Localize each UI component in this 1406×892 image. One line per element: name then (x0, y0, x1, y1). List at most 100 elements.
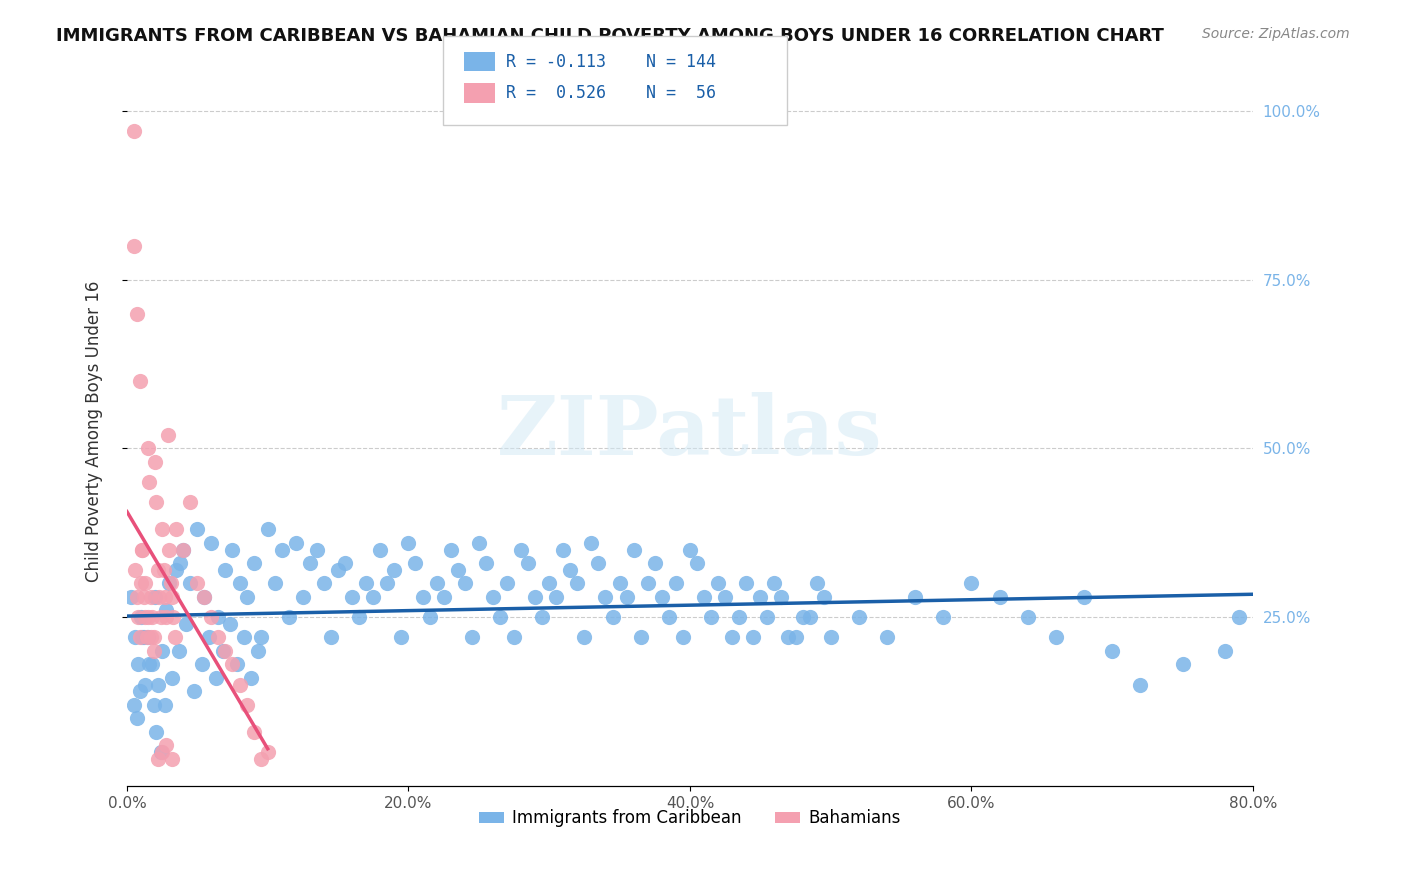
Point (150, 523, 173, 537)
Point (242, 556, 264, 570)
Point (756, 610, 779, 624)
Point (232, 631, 254, 645)
Point (426, 576, 449, 591)
Point (284, 536, 307, 550)
Point (186, 523, 208, 537)
Point (138, 657, 160, 672)
Point (207, 631, 229, 645)
Point (454, 576, 477, 591)
Point (735, 576, 758, 591)
Point (637, 576, 659, 591)
Point (235, 590, 257, 604)
Point (134, 576, 156, 591)
Point (214, 644, 236, 658)
Point (433, 590, 456, 604)
Point (700, 610, 723, 624)
Point (574, 631, 596, 645)
Point (125, 307, 148, 321)
Point (149, 745, 172, 759)
Point (1213, 644, 1236, 658)
Point (125, 590, 148, 604)
Point (155, 739, 177, 753)
Point (204, 671, 226, 685)
Point (122, 239, 145, 253)
Y-axis label: Child Poverty Among Boys Under 16: Child Poverty Among Boys Under 16 (86, 281, 103, 582)
Point (136, 442, 159, 456)
Point (770, 590, 793, 604)
Point (1227, 610, 1250, 624)
Point (693, 590, 716, 604)
Point (131, 542, 153, 557)
Point (155, 610, 177, 624)
Point (179, 576, 201, 591)
Point (134, 610, 156, 624)
Point (813, 590, 835, 604)
Point (389, 631, 412, 645)
Point (475, 556, 498, 570)
Point (129, 576, 152, 591)
Point (155, 603, 177, 617)
Point (382, 563, 405, 577)
Point (1073, 590, 1095, 604)
Point (141, 610, 163, 624)
Point (277, 610, 299, 624)
Point (160, 590, 183, 604)
Point (249, 631, 271, 645)
Point (312, 576, 335, 591)
Point (179, 495, 201, 509)
Point (412, 590, 434, 604)
Point (211, 644, 233, 658)
Point (672, 631, 695, 645)
Point (146, 752, 169, 766)
Point (904, 590, 927, 604)
Point (553, 542, 575, 557)
Point (531, 610, 554, 624)
Point (139, 631, 162, 645)
Point (763, 576, 786, 591)
Point (354, 576, 377, 591)
Point (221, 542, 243, 557)
Point (988, 590, 1011, 604)
Point (207, 610, 229, 624)
Point (146, 677, 169, 691)
Point (214, 563, 236, 577)
Point (124, 563, 146, 577)
Point (256, 523, 278, 537)
Point (340, 590, 363, 604)
Point (160, 752, 183, 766)
Point (489, 610, 512, 624)
Point (792, 610, 814, 624)
Point (162, 610, 184, 624)
Point (186, 576, 208, 591)
Point (960, 576, 983, 591)
Point (588, 556, 610, 570)
Point (235, 698, 257, 712)
Point (145, 724, 167, 739)
Point (623, 542, 645, 557)
Point (686, 556, 709, 570)
Point (160, 671, 183, 685)
Point (482, 590, 505, 604)
Point (932, 610, 955, 624)
Point (122, 698, 145, 712)
Point (595, 590, 617, 604)
Text: R = -0.113    N = 144: R = -0.113 N = 144 (506, 53, 716, 70)
Point (157, 576, 180, 591)
Point (150, 644, 173, 658)
Point (361, 590, 384, 604)
Point (239, 671, 262, 685)
Point (707, 576, 730, 591)
Point (146, 563, 169, 577)
Point (581, 536, 603, 550)
Point (651, 590, 673, 604)
Point (319, 631, 342, 645)
Text: IMMIGRANTS FROM CARIBBEAN VS BAHAMIAN CHILD POVERTY AMONG BOYS UNDER 16 CORRELAT: IMMIGRANTS FROM CARIBBEAN VS BAHAMIAN CH… (56, 27, 1164, 45)
Point (193, 590, 215, 604)
Point (138, 475, 160, 490)
Point (129, 610, 152, 624)
Point (665, 576, 688, 591)
Point (538, 576, 561, 591)
Point (143, 455, 166, 469)
Point (128, 374, 150, 388)
Point (127, 657, 149, 672)
